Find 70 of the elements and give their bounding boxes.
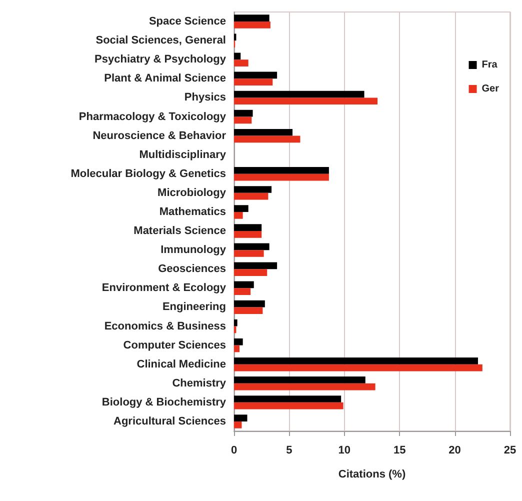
bar: [234, 243, 270, 250]
bar: [234, 212, 243, 219]
y-tick-label: Materials Science: [134, 225, 226, 238]
y-tick-label: Space Science: [148, 16, 226, 28]
bar: [234, 231, 262, 238]
bar: [234, 345, 240, 352]
bar: [234, 167, 329, 174]
bar: [234, 376, 366, 384]
bar: [234, 319, 238, 326]
y-tick-label: Neuroscience & Behavior: [92, 130, 227, 142]
legend-label: Fra: [482, 60, 498, 70]
y-tick-label: Microbiology: [158, 186, 227, 199]
x-tick-label: 10: [338, 444, 351, 456]
bar: [234, 98, 378, 105]
bar: [234, 307, 263, 314]
bar: [234, 174, 329, 181]
y-tick-label: Biology & Biochemistry: [102, 396, 227, 408]
bar: [234, 421, 242, 428]
x-tick-label: 20: [448, 444, 461, 456]
bar: [234, 224, 262, 232]
y-tick-label: Molecular Biology & Genetics: [70, 168, 226, 180]
y-tick-label: Economics & Business: [104, 320, 226, 332]
x-tick-label: 5: [286, 444, 292, 456]
bar: [234, 262, 278, 270]
bar: [234, 338, 243, 346]
bar: [234, 364, 482, 372]
bar: [234, 288, 251, 296]
y-tick-label: Agricultural Sciences: [114, 415, 226, 428]
bar: [234, 383, 376, 390]
bar: [234, 396, 342, 402]
x-tick-label: 25: [504, 444, 516, 456]
bar: [234, 14, 270, 22]
bar: [234, 250, 264, 257]
bar: [234, 78, 273, 86]
x-axis-title: Citations (%): [338, 468, 406, 480]
bar: [234, 128, 293, 136]
bar: [234, 110, 253, 117]
bar: [234, 90, 364, 98]
bar: [234, 205, 248, 212]
y-tick-label: Chemistry: [172, 377, 227, 390]
bar: [234, 269, 268, 276]
y-tick-label: Pharmacology & Toxicology: [78, 110, 227, 123]
bar: [234, 186, 272, 193]
y-tick-label: Computer Sciences: [123, 339, 226, 352]
bar: [234, 300, 265, 308]
bar: [234, 116, 252, 124]
x-tick-label: 15: [393, 444, 406, 456]
y-tick-label: Clinical Medicine: [136, 358, 226, 370]
bar: [234, 136, 300, 143]
y-tick-label: Plant & Animal Science: [104, 72, 226, 85]
y-tick-label: Psychiatry & Psychology: [94, 54, 227, 66]
y-tick-label: Engineering: [162, 301, 226, 314]
y-tick-label: Social Sciences, General: [96, 34, 226, 47]
bar: [234, 52, 241, 60]
bar: [234, 281, 254, 288]
bar: [234, 192, 268, 200]
bar: [234, 60, 248, 66]
bar: [234, 402, 344, 410]
x-tick-label: 0: [230, 444, 238, 456]
bar: [234, 414, 248, 422]
y-tick-label: Geosciences: [158, 263, 226, 276]
y-tick-label: Environment & Ecology: [102, 282, 227, 294]
y-tick-label: Mathematics: [159, 206, 226, 218]
y-tick-label: Immunology: [160, 244, 227, 256]
bar: [234, 22, 270, 28]
y-tick-label: Physics: [184, 92, 226, 104]
bar: [234, 72, 278, 79]
bar: [234, 357, 478, 364]
y-tick-label: Multidisciplinary: [139, 148, 227, 161]
legend-label: Ger: [482, 84, 500, 94]
